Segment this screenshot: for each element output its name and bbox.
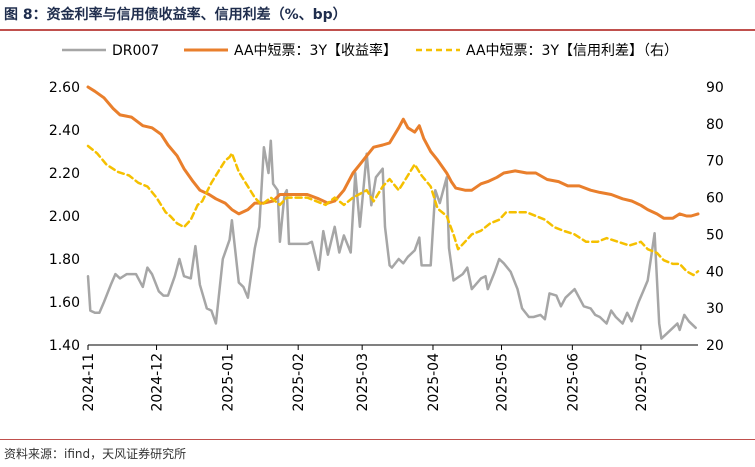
title-divider: [0, 29, 755, 31]
x-tick-label: 2025-04: [426, 353, 442, 412]
left-axis-ticks: 1.40 1.60 1.80 2.00 2.20 2.40 2.60: [49, 80, 80, 354]
x-axis-ticks: 2024-11 2024-12 2025-01 2025-02 2025-03 2025-…: [81, 345, 650, 412]
y-left-tick-label: 1.80: [49, 252, 80, 268]
legend-label-dr007: DR007: [112, 43, 159, 59]
line-chart: DR007 AA中短票：3Y【收益率】 AA中短票：3Y【信用利差】（右） 1.…: [49, 42, 724, 412]
y-left-tick-label: 2.00: [49, 209, 80, 225]
series-line-spread: [86, 144, 700, 277]
y-left-tick-label: 2.40: [49, 123, 80, 139]
series-line-dr007: [86, 139, 697, 340]
y-left-tick-label: 1.40: [49, 338, 80, 354]
x-tick-label: 2024-11: [81, 353, 97, 412]
series-layer: [86, 85, 700, 340]
right-axis-ticks: 20 30 40 50 60 70 80 90: [706, 80, 724, 354]
footer-divider: [0, 439, 755, 440]
y-left-tick-label: 2.20: [49, 166, 80, 182]
y-right-tick-label: 80: [706, 117, 724, 133]
x-tick-label: 2025-07: [634, 353, 650, 412]
legend-label-yield: AA中短票：3Y【收益率】: [234, 42, 397, 59]
legend-label-spread: AA中短票：3Y【信用利差】（右）: [466, 43, 678, 59]
y-right-tick-label: 30: [706, 301, 724, 317]
y-left-tick-label: 1.60: [49, 295, 80, 311]
series-line-yield: [86, 85, 700, 220]
figure-title: 图 8：资金利率与信用债收益率、信用利差（%、bp）: [4, 7, 347, 23]
y-right-tick-label: 90: [706, 80, 724, 96]
x-tick-label: 2025-05: [495, 353, 511, 412]
x-tick-label: 2024-12: [150, 353, 166, 412]
x-tick-label: 2025-06: [565, 353, 581, 412]
x-tick-label: 2025-01: [220, 353, 236, 412]
y-right-tick-label: 40: [706, 264, 724, 280]
y-right-tick-label: 70: [706, 154, 724, 170]
y-left-tick-label: 2.60: [49, 80, 80, 96]
y-right-tick-label: 20: [706, 338, 724, 354]
y-right-tick-label: 50: [706, 227, 724, 243]
x-tick-label: 2025-03: [355, 353, 371, 412]
source-note: 资料来源：ifind，天风证券研究所: [4, 447, 187, 461]
x-tick-label: 2025-02: [291, 353, 307, 412]
y-right-tick-label: 60: [706, 191, 724, 207]
legend: DR007 AA中短票：3Y【收益率】 AA中短票：3Y【信用利差】（右）: [62, 42, 678, 59]
